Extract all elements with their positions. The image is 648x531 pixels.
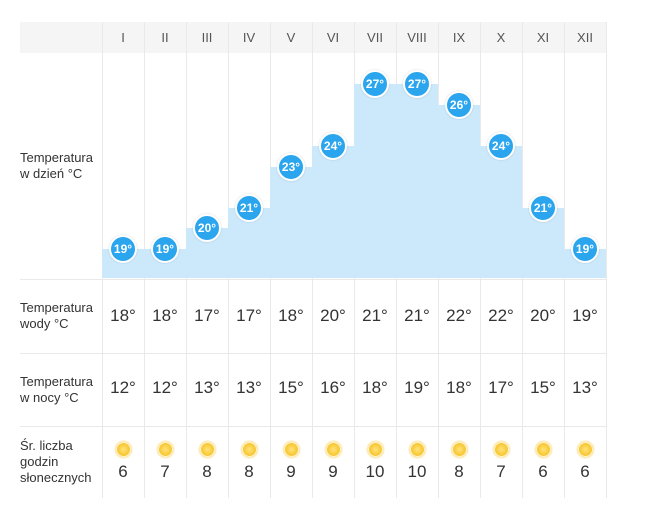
month-label-X: X: [496, 30, 506, 45]
month-label-IX: IX: [452, 30, 466, 45]
water-temp-value: 20°: [530, 306, 556, 325]
sun-icon: [575, 440, 595, 459]
night-temp-value: 12°: [152, 378, 178, 397]
sun-icon: [197, 440, 217, 459]
day-temp-bar: [354, 84, 396, 278]
night-temp-value: 12°: [110, 378, 136, 397]
day-temp-badge: 20°: [193, 214, 221, 243]
row-divider: [20, 279, 606, 280]
row-label-sun-hours: Śr. liczba godzin słonecznych: [20, 438, 92, 485]
water-temp-value: 21°: [362, 306, 388, 325]
sun-hours-value: 6: [538, 462, 548, 481]
night-temp-value: 18°: [446, 378, 472, 397]
day-temp-badge: 27°: [361, 70, 389, 99]
column-divider: [606, 22, 607, 498]
sun-hours-value: 8: [244, 462, 254, 481]
night-temp-value: 13°: [236, 378, 262, 397]
month-label-II: II: [161, 30, 169, 45]
sun-icon: [533, 440, 553, 459]
sun-icon: [281, 440, 301, 459]
day-temp-badge: 19°: [109, 235, 137, 263]
sun-icon: [407, 440, 427, 459]
sun-icon: [113, 440, 133, 459]
day-temp-bar: [438, 104, 480, 278]
day-temp-badge: 24°: [487, 132, 515, 160]
day-temp-badge: 21°: [235, 193, 263, 222]
sun-hours-value: 9: [286, 462, 296, 481]
month-label-VI: VI: [326, 30, 340, 45]
night-temp-value: 15°: [278, 378, 304, 397]
water-temp-value: 19°: [572, 306, 598, 325]
sun-hours-value: 6: [118, 462, 128, 481]
sun-hours-value: 7: [496, 462, 506, 481]
day-temp-badge: 19°: [571, 235, 599, 263]
water-temp-value: 17°: [236, 306, 262, 325]
night-temp-value: 13°: [572, 378, 598, 397]
sun-icon: [323, 440, 343, 459]
sun-icon: [491, 440, 511, 459]
row-label-day-temp: Temperatura w dzień °C: [20, 150, 93, 181]
day-temp-bar: [396, 84, 438, 278]
sun-hours-value: 7: [160, 462, 170, 481]
water-temp-value: 21°: [404, 306, 430, 325]
sun-hours-value: 6: [580, 462, 590, 481]
day-temp-bar: [480, 146, 522, 278]
month-label-VIII: VIII: [407, 30, 427, 45]
month-label-V: V: [286, 30, 296, 45]
sun-hours-value: 8: [454, 462, 464, 481]
sun-hours-value: 10: [365, 462, 385, 481]
water-temp-value: 20°: [320, 306, 346, 325]
day-temp-badge: 24°: [319, 132, 347, 160]
night-temp-value: 17°: [488, 378, 514, 397]
sun-hours-value: 9: [328, 462, 338, 481]
day-temp-bar: [270, 166, 312, 278]
day-temp-badge: 21°: [529, 193, 557, 222]
sun-icon: [155, 440, 175, 459]
day-temp-bar: [312, 146, 354, 278]
row-divider: [20, 426, 606, 427]
row-label-water-temp: Temperatura wody °C: [20, 300, 93, 331]
day-temp-badge: 23°: [277, 152, 305, 181]
day-temp-badge: 26°: [445, 90, 473, 119]
night-temp-value: 18°: [362, 378, 388, 397]
sun-icon: [239, 440, 259, 459]
sun-icon: [449, 440, 469, 459]
night-temp-value: 15°: [530, 378, 556, 397]
day-temp-badge: 27°: [403, 70, 431, 99]
sun-icon: [365, 440, 385, 459]
day-temp-badge: 19°: [151, 235, 179, 263]
night-temp-value: 13°: [194, 378, 220, 397]
row-label-night-temp: Temperatura w nocy °C: [20, 374, 93, 405]
month-label-III: III: [201, 30, 213, 45]
water-temp-value: 18°: [110, 306, 136, 325]
climate-table: I II III IV V VI VII VIII IX X XI XII Temperatura w…: [20, 22, 607, 498]
month-label-XII: XII: [577, 30, 593, 45]
water-temp-value: 22°: [446, 306, 472, 325]
night-temp-value: 16°: [320, 378, 346, 397]
sun-hours-value: 8: [202, 462, 212, 481]
sun-hours-value: 10: [407, 462, 427, 481]
month-label-VII: VII: [367, 30, 383, 45]
month-label-IV: IV: [242, 30, 256, 45]
water-temp-value: 17°: [194, 306, 220, 325]
month-label-XI: XI: [536, 30, 550, 45]
month-header-row: [20, 22, 606, 53]
month-label-I: I: [121, 30, 125, 45]
row-divider: [20, 353, 606, 354]
water-temp-value: 22°: [488, 306, 514, 325]
water-temp-value: 18°: [152, 306, 178, 325]
night-temp-value: 19°: [404, 378, 430, 397]
water-temp-value: 18°: [278, 306, 304, 325]
